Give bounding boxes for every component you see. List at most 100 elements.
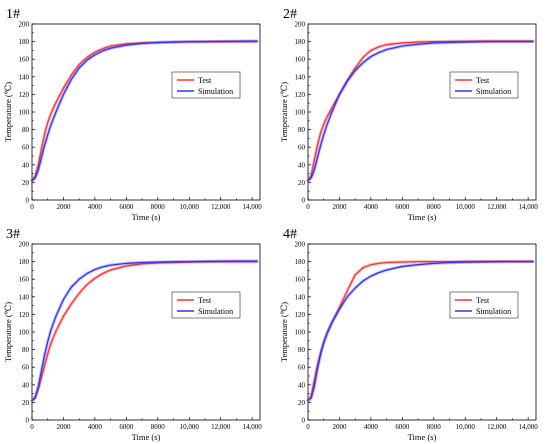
y-axis-title: Temperature (℃)	[279, 82, 289, 142]
plot-frame	[31, 23, 261, 201]
y-tick-label: 40	[22, 381, 30, 389]
y-tick-label: 20	[22, 179, 30, 187]
legend-label-simulation: Simulation	[476, 87, 511, 96]
legend: Test Simulation	[171, 71, 241, 99]
x-tick-label: 2000	[56, 203, 71, 211]
legend-box	[171, 71, 241, 99]
x-tick-label: 4000	[364, 203, 379, 211]
legend-label-simulation: Simulation	[198, 307, 233, 316]
y-tick-label: 160	[19, 56, 30, 64]
panel-label: 4#	[283, 227, 297, 242]
legend-label-simulation: Simulation	[198, 87, 233, 96]
x-tick-label: 14,000	[243, 203, 263, 211]
x-tick-label: 8000	[427, 423, 442, 431]
y-tick-label: 80	[22, 126, 30, 134]
x-tick-label: 14,000	[519, 423, 539, 431]
y-tick-label: 180	[295, 38, 306, 46]
y-tick-label: 120	[19, 91, 30, 99]
x-tick-label: 14,000	[519, 203, 539, 211]
y-tick-label: 200	[295, 241, 306, 249]
series-band-test	[306, 259, 535, 403]
series-line-test	[307, 40, 534, 182]
y-axis-title: Temperature (℃)	[3, 302, 13, 362]
legend: Test Simulation	[449, 71, 519, 99]
x-tick-label: 2000	[332, 423, 347, 431]
legend-label-test: Test	[198, 76, 212, 85]
legend-label-simulation: Simulation	[476, 307, 511, 316]
y-tick-label: 100	[19, 109, 30, 117]
y-tick-label: 60	[22, 364, 30, 372]
series-band-test	[30, 260, 259, 403]
series-line-simulation	[31, 260, 258, 402]
y-tick-label: 40	[298, 381, 306, 389]
x-tick-label: 4000	[364, 423, 379, 431]
x-tick-label: 4000	[88, 203, 103, 211]
y-tick-label: 140	[19, 293, 30, 301]
y-tick-label: 140	[295, 73, 306, 81]
x-tick-label: 10,000	[456, 203, 476, 211]
y-tick-label: 60	[298, 364, 306, 372]
y-tick-label: 120	[295, 91, 306, 99]
y-tick-label: 120	[19, 311, 30, 319]
x-tick-label: 8000	[427, 203, 442, 211]
y-tick-label: 160	[295, 276, 306, 284]
x-tick-label: 8000	[151, 203, 166, 211]
chart-panel-1: 1# 0 2000 4000 6000 8000 10,000 12,000 14,000 0 20…	[3, 7, 262, 222]
x-tick-label: 6000	[395, 423, 410, 431]
x-tick-label: 12,000	[211, 203, 231, 211]
series-band-simulation	[30, 259, 259, 403]
y-tick-label: 0	[26, 417, 30, 425]
y-tick-label: 40	[22, 161, 30, 169]
plot-frame	[31, 243, 261, 421]
x-tick-label: 10,000	[180, 423, 200, 431]
x-tick-label: 0	[30, 423, 34, 431]
x-tick-label: 6000	[119, 203, 134, 211]
y-tick-label: 120	[295, 311, 306, 319]
x-tick-label: 6000	[119, 423, 134, 431]
legend-label-test: Test	[476, 76, 490, 85]
series-band-test	[306, 39, 535, 183]
series-band-simulation	[306, 39, 535, 183]
y-tick-label: 100	[19, 329, 30, 337]
x-tick-label: 8000	[151, 423, 166, 431]
y-tick-label: 160	[19, 276, 30, 284]
legend-label-test: Test	[476, 296, 490, 305]
y-tick-label: 0	[26, 197, 30, 205]
series-line-test	[31, 40, 258, 182]
y-tick-label: 100	[295, 329, 306, 337]
y-tick-label: 200	[295, 21, 306, 29]
x-axis-title: Time (s)	[132, 212, 161, 222]
x-tick-label: 10,000	[180, 203, 200, 211]
y-tick-label: 0	[302, 417, 306, 425]
x-tick-label: 4000	[88, 423, 103, 431]
y-tick-label: 100	[295, 109, 306, 117]
series-line-simulation	[307, 260, 534, 402]
series-band-simulation	[306, 260, 535, 403]
legend-label-test: Test	[198, 296, 212, 305]
y-tick-label: 140	[295, 293, 306, 301]
panel-label: 2#	[283, 7, 297, 22]
x-tick-label: 0	[30, 203, 34, 211]
y-tick-label: 200	[19, 21, 30, 29]
x-tick-label: 12,000	[211, 423, 231, 431]
y-tick-label: 60	[22, 144, 30, 152]
y-tick-label: 60	[298, 144, 306, 152]
plot-frame	[307, 243, 537, 421]
chart-panel-4: 4# 0 2000 4000 6000 8000 10,000 12,000 14,000 0 20…	[279, 227, 538, 442]
x-axis-title: Time (s)	[408, 212, 437, 222]
y-tick-label: 20	[298, 179, 306, 187]
chart-panel-2: 2# 0 2000 4000 6000 8000 10,000 12,000 14,000 0 20…	[279, 7, 538, 222]
y-tick-label: 20	[298, 399, 306, 407]
panel-label: 3#	[6, 227, 20, 242]
y-axis-title: Temperature (℃)	[279, 302, 289, 362]
y-tick-label: 80	[22, 346, 30, 354]
x-tick-label: 14,000	[243, 423, 263, 431]
chart-panel-3: 3# 0 2000 4000 6000 8000 10,000 12,000 14,000 0 20…	[3, 227, 262, 442]
series-band-test	[30, 39, 259, 183]
y-axis-title: Temperature (℃)	[3, 82, 13, 142]
legend-box	[449, 71, 519, 99]
legend: Test Simulation	[449, 291, 519, 319]
y-tick-label: 180	[19, 258, 30, 266]
